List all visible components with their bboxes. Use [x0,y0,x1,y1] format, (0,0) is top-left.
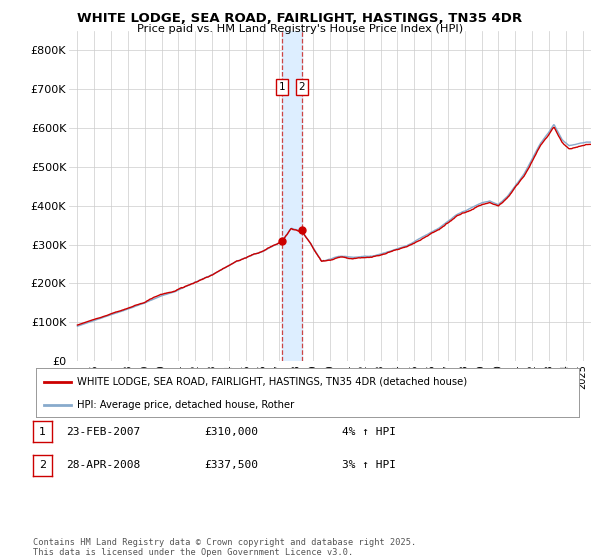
Text: WHITE LODGE, SEA ROAD, FAIRLIGHT, HASTINGS, TN35 4DR (detached house): WHITE LODGE, SEA ROAD, FAIRLIGHT, HASTIN… [77,377,467,387]
Text: Price paid vs. HM Land Registry's House Price Index (HPI): Price paid vs. HM Land Registry's House … [137,24,463,34]
Text: £310,000: £310,000 [204,427,258,437]
Text: 2: 2 [299,82,305,92]
Text: 28-APR-2008: 28-APR-2008 [66,460,140,470]
Text: 1: 1 [278,82,285,92]
Text: £337,500: £337,500 [204,460,258,470]
Bar [282,31,302,361]
Text: 23-FEB-2007: 23-FEB-2007 [66,427,140,437]
Text: Contains HM Land Registry data © Crown copyright and database right 2025.
This d: Contains HM Land Registry data © Crown c… [33,538,416,557]
Text: HPI: Average price, detached house, Rother: HPI: Average price, detached house, Roth… [77,400,294,410]
Text: WHITE LODGE, SEA ROAD, FAIRLIGHT, HASTINGS, TN35 4DR: WHITE LODGE, SEA ROAD, FAIRLIGHT, HASTIN… [77,12,523,25]
Text: 3% ↑ HPI: 3% ↑ HPI [342,460,396,470]
Text: 4% ↑ HPI: 4% ↑ HPI [342,427,396,437]
Text: 1: 1 [39,427,46,437]
Text: 2: 2 [39,460,46,470]
